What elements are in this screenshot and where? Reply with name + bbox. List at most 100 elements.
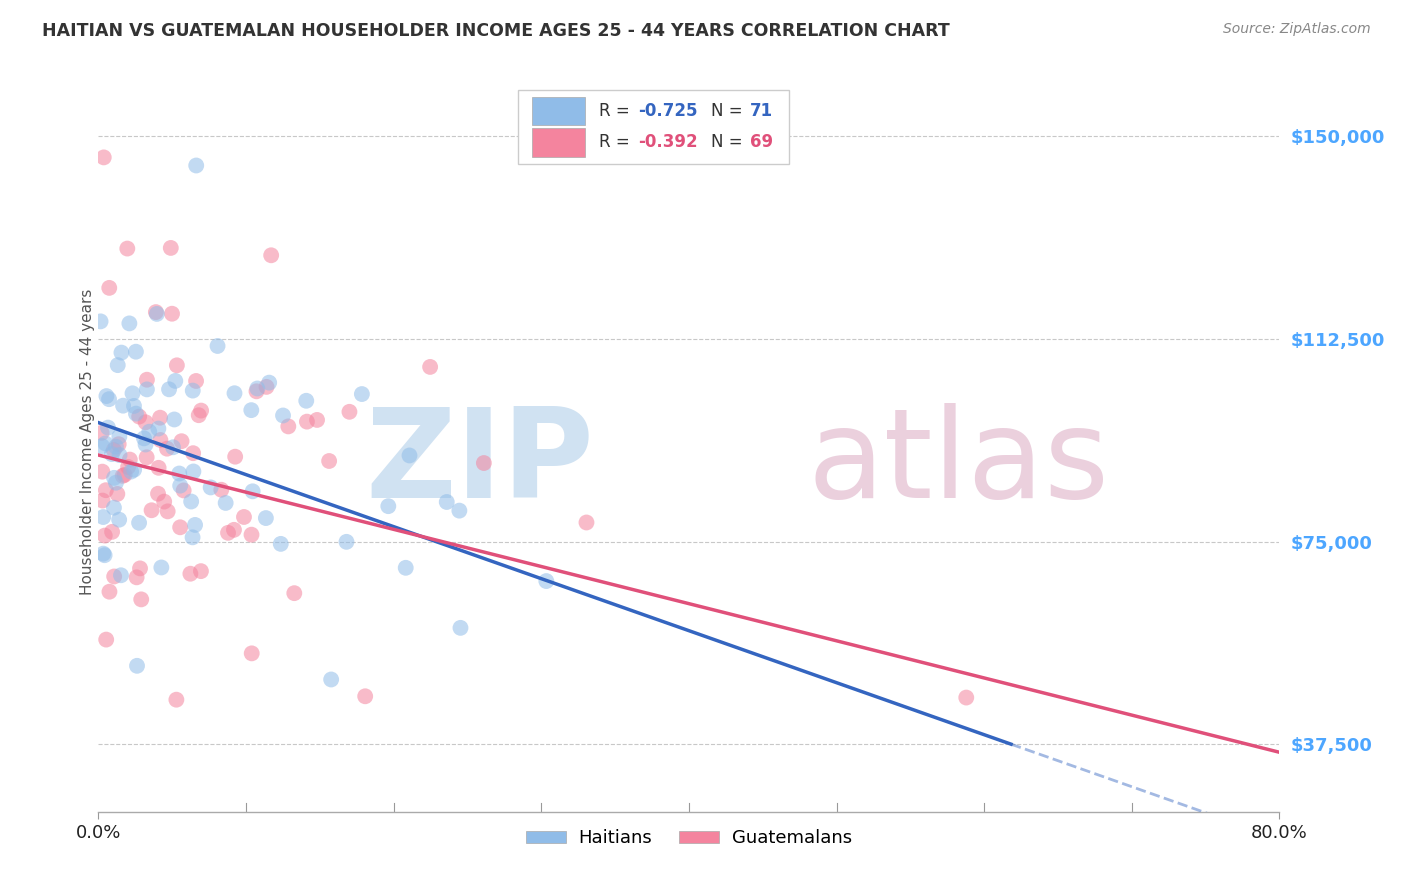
Point [120,465,142,479]
Point [149,410,172,425]
Point [122,463,145,477]
Point [98,584,121,599]
Point [94,528,117,542]
Point [187,408,209,422]
Point [128,516,150,530]
Point [104,475,127,490]
Point [103,569,125,583]
Point [222,523,245,537]
Point [173,483,195,498]
Point [170,434,193,449]
Text: atlas: atlas [807,403,1109,524]
Point [436,495,458,509]
Point [318,454,340,468]
Point [157,382,180,396]
Point [129,592,152,607]
Point [90,425,112,440]
Point [110,345,132,359]
Point [138,425,160,439]
Point [103,471,125,485]
Point [108,448,131,462]
Point [125,570,148,584]
Point [91,493,114,508]
Point [150,560,173,574]
Legend: Haitians, Guatemalans: Haitians, Guatemalans [519,822,859,855]
Point [339,405,361,419]
Point [93,548,115,562]
Point [108,513,131,527]
Text: N =: N = [711,134,748,152]
Point [242,484,264,499]
Point [101,524,124,539]
Point [141,503,163,517]
Text: R =: R = [599,103,636,120]
Point [104,440,127,454]
Point [257,376,280,390]
Y-axis label: Householder Income Ages 25 - 44 years: Householder Income Ages 25 - 44 years [80,288,94,595]
FancyBboxPatch shape [531,128,585,156]
Point [169,467,191,481]
Point [398,449,420,463]
Point [295,393,318,408]
Point [295,415,318,429]
Text: Source: ZipAtlas.com: Source: ZipAtlas.com [1223,22,1371,37]
Point [135,415,157,429]
Point [132,431,155,445]
Point [93,150,115,164]
Point [118,317,141,331]
Point [146,307,169,321]
Point [575,516,598,530]
Point [240,403,263,417]
Text: -0.725: -0.725 [638,103,697,120]
Point [209,483,232,497]
Point [114,467,136,482]
Point [91,465,114,479]
Point [148,460,170,475]
Point [94,436,117,450]
Point [96,389,118,403]
Point [200,480,222,494]
Point [125,344,148,359]
Point [135,437,157,451]
Point [214,496,236,510]
Point [160,307,183,321]
Point [350,387,373,401]
Point [159,241,181,255]
Point [98,392,121,407]
Point [148,421,170,435]
Point [169,520,191,534]
Point [107,437,129,451]
Point [135,383,157,397]
Point [224,450,246,464]
Point [165,374,187,388]
Point [129,561,152,575]
Point [240,646,263,660]
Point [103,500,125,515]
Point [105,487,128,501]
Point [183,465,205,479]
Point [181,384,204,398]
Point [163,412,186,426]
Point [260,248,283,262]
Point [118,452,141,467]
Point [98,281,121,295]
Point [277,419,299,434]
Point [107,358,129,372]
Point [149,433,172,447]
Point [305,413,328,427]
Point [186,159,208,173]
Text: 69: 69 [751,134,773,152]
Point [181,446,204,460]
Point [207,339,229,353]
Point [450,621,472,635]
Point [472,456,495,470]
Point [156,442,179,456]
Point [135,450,157,465]
Point [108,429,131,443]
Point [156,504,179,518]
Point [94,483,117,498]
Point [125,407,148,421]
Point [233,510,256,524]
Point [146,487,169,501]
Point [321,673,343,687]
